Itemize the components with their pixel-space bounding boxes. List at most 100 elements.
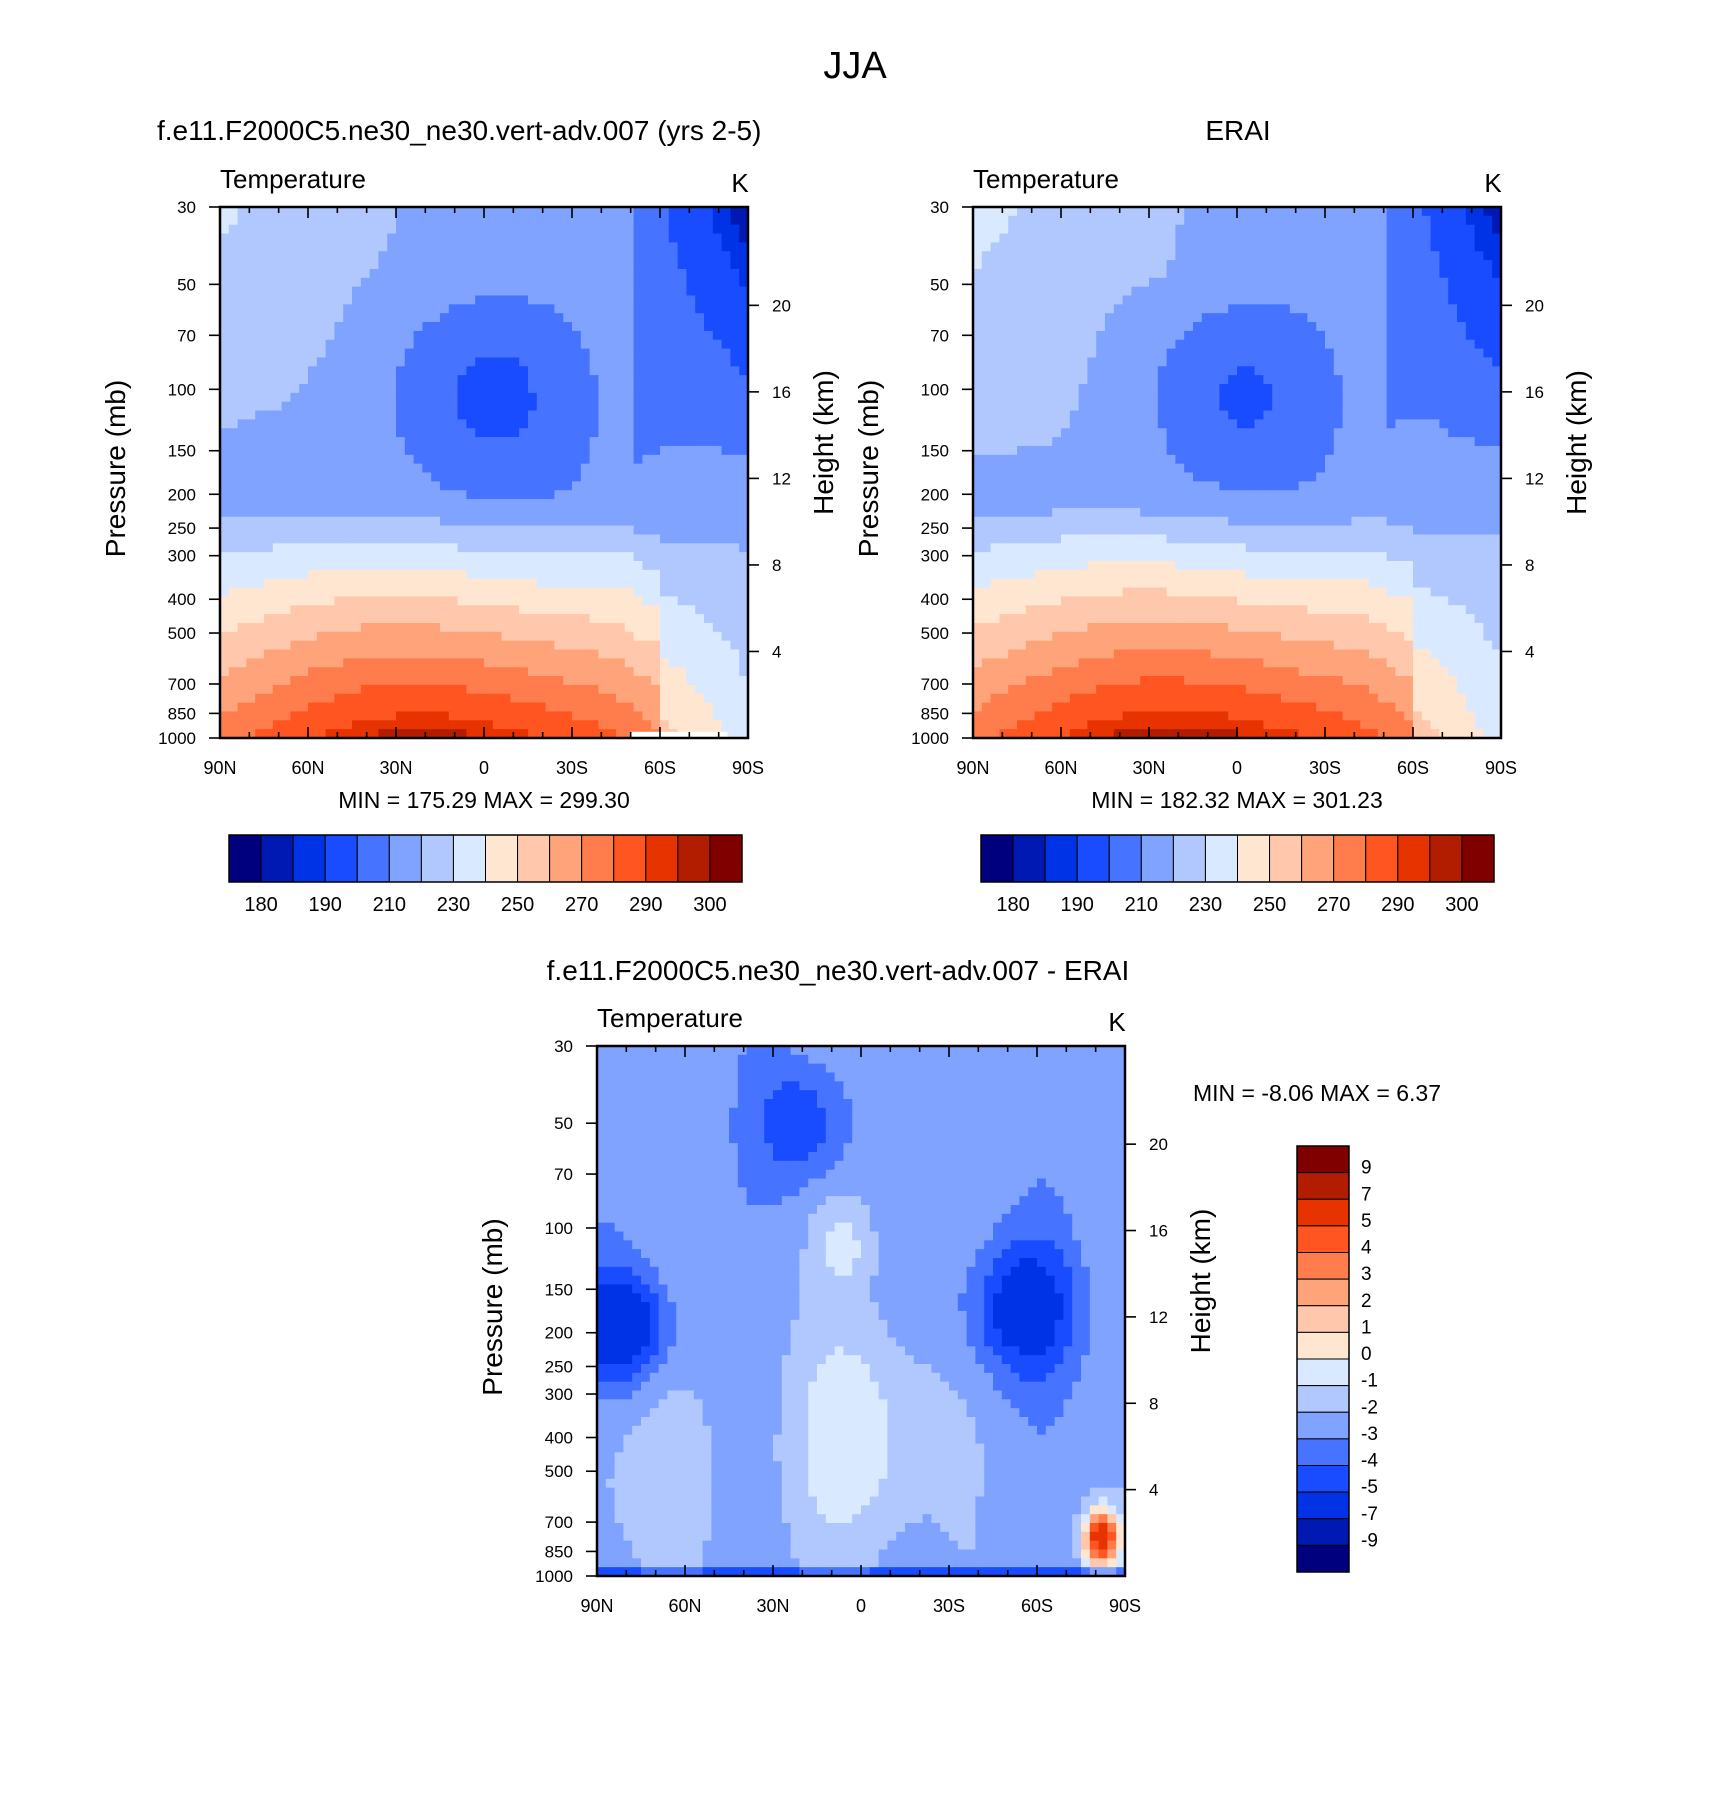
contour-cell [704,640,714,651]
contour-cell [501,569,511,580]
contour-cell [325,711,335,721]
contour-cell [264,587,274,597]
contour-cell [501,667,511,677]
contour-cell [387,720,397,730]
contour-cell [1166,268,1176,279]
contour-cell [580,375,591,385]
contour-cell [1069,268,1080,279]
contour-cell [448,658,459,668]
contour-cell [510,366,520,376]
contour-cell [668,543,679,553]
contour-cell [308,499,318,509]
contour-cell [1413,268,1423,279]
contour-cell [501,614,511,624]
contour-cell [387,711,397,721]
contour-cell [378,561,388,571]
contour-cell [325,525,335,536]
contour-cell [246,463,256,474]
contour-cell [730,622,740,633]
contour-cell [1457,313,1467,323]
contour-cell [475,437,485,447]
contour-cell [660,215,670,226]
contour-cell [563,587,573,597]
contour-cell [1122,384,1132,394]
contour-cell [501,578,511,589]
contour-cell [704,410,714,420]
contour-cell [668,348,679,359]
contour-cell [1096,384,1106,394]
contour-cell [554,445,564,456]
contour-cell [352,419,362,429]
contour-cell [1210,384,1220,394]
contour-cell [1219,233,1229,243]
contour-cell [1237,224,1247,235]
contour-cell [668,640,679,651]
contour-cell [554,463,564,474]
contour-cell [1263,233,1273,243]
contour-cell [660,463,670,474]
contour-cell [413,375,423,385]
contour-cell [1052,268,1062,279]
contour-cell [1386,242,1396,252]
contour-cell [686,702,696,713]
contour-cell [580,729,591,739]
contour-cell [1008,357,1018,367]
contour-cell [1131,295,1141,305]
contour-cell [1369,242,1379,252]
contour-cell [281,339,291,350]
contour-cell [387,445,397,456]
contour-cell [563,286,573,297]
contour-cell [1439,224,1449,235]
contour-cell [572,720,582,730]
contour-cell [1069,207,1080,217]
contour-cell [1448,268,1458,279]
contour-cell [290,587,300,597]
contour-cell [1113,375,1124,385]
contour-cell [1087,242,1097,252]
contour-cell [686,207,696,217]
contour-cell [1078,357,1088,367]
contour-cell [554,552,564,562]
contour-cell [343,649,353,659]
contour-cell [220,322,230,332]
contour-cell [264,322,274,332]
contour-cell [607,260,617,270]
contour-cell [440,401,450,412]
contour-cell [1272,260,1282,270]
contour-cell [281,251,291,261]
contour-cell [686,339,696,350]
contour-cell [228,658,239,668]
contour-cell [387,268,397,279]
contour-cell [598,534,608,544]
contour-cell [1254,277,1264,288]
contour-cell [607,357,617,367]
contour-cell [237,445,247,456]
contour-cell [704,375,714,385]
contour-cell [246,384,256,394]
contour-cell [563,569,573,580]
contour-cell [990,304,1000,314]
contour-cell [1483,330,1493,341]
contour-cell [580,322,591,332]
contour-cell [668,357,679,367]
contour-cell [973,260,983,270]
contour-cell [290,419,300,429]
contour-cell [730,640,740,651]
contour-cell [1448,304,1458,314]
contour-cell [360,596,371,606]
contour-cell [220,366,230,376]
contour-cell [264,693,274,704]
contour-cell [739,375,749,385]
contour-cell [484,445,494,456]
contour-cell [642,357,652,367]
contour-cell [255,304,265,314]
contour-cell [973,268,983,279]
contour-cell [1228,268,1238,279]
contour-cell [1281,357,1291,367]
contour-cell [633,295,643,305]
contour-cell [712,658,723,668]
contour-cell [1175,322,1185,332]
contour-cell [334,578,344,589]
contour-cell [484,729,494,739]
contour-cell [1157,348,1168,359]
